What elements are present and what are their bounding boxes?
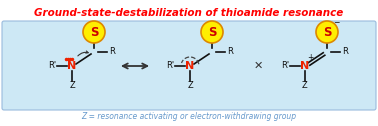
Circle shape bbox=[83, 21, 105, 43]
Text: R': R' bbox=[166, 61, 174, 71]
Text: Z: Z bbox=[69, 82, 75, 90]
Text: Z = resonance activating or electron-withdrawing group: Z = resonance activating or electron-wit… bbox=[81, 112, 297, 121]
Circle shape bbox=[201, 21, 223, 43]
Text: S: S bbox=[90, 25, 98, 39]
Circle shape bbox=[251, 59, 265, 73]
Text: R': R' bbox=[281, 61, 289, 71]
Text: N: N bbox=[185, 61, 195, 71]
FancyBboxPatch shape bbox=[2, 21, 376, 110]
Text: ✕: ✕ bbox=[253, 61, 263, 71]
Text: S: S bbox=[208, 25, 216, 39]
Text: Z: Z bbox=[302, 82, 308, 90]
Text: R': R' bbox=[48, 61, 56, 71]
Text: R: R bbox=[342, 48, 348, 56]
Text: S: S bbox=[323, 25, 331, 39]
Text: N: N bbox=[67, 61, 77, 71]
Text: −: − bbox=[333, 19, 339, 27]
FancyArrowPatch shape bbox=[78, 51, 88, 56]
Text: +: + bbox=[307, 54, 313, 62]
Text: Z: Z bbox=[187, 82, 193, 90]
Circle shape bbox=[316, 21, 338, 43]
Text: R: R bbox=[109, 48, 115, 56]
Text: R: R bbox=[227, 48, 233, 56]
Text: N: N bbox=[301, 61, 310, 71]
Text: Ground-state-destabilization of thioamide resonance: Ground-state-destabilization of thioamid… bbox=[34, 8, 344, 18]
